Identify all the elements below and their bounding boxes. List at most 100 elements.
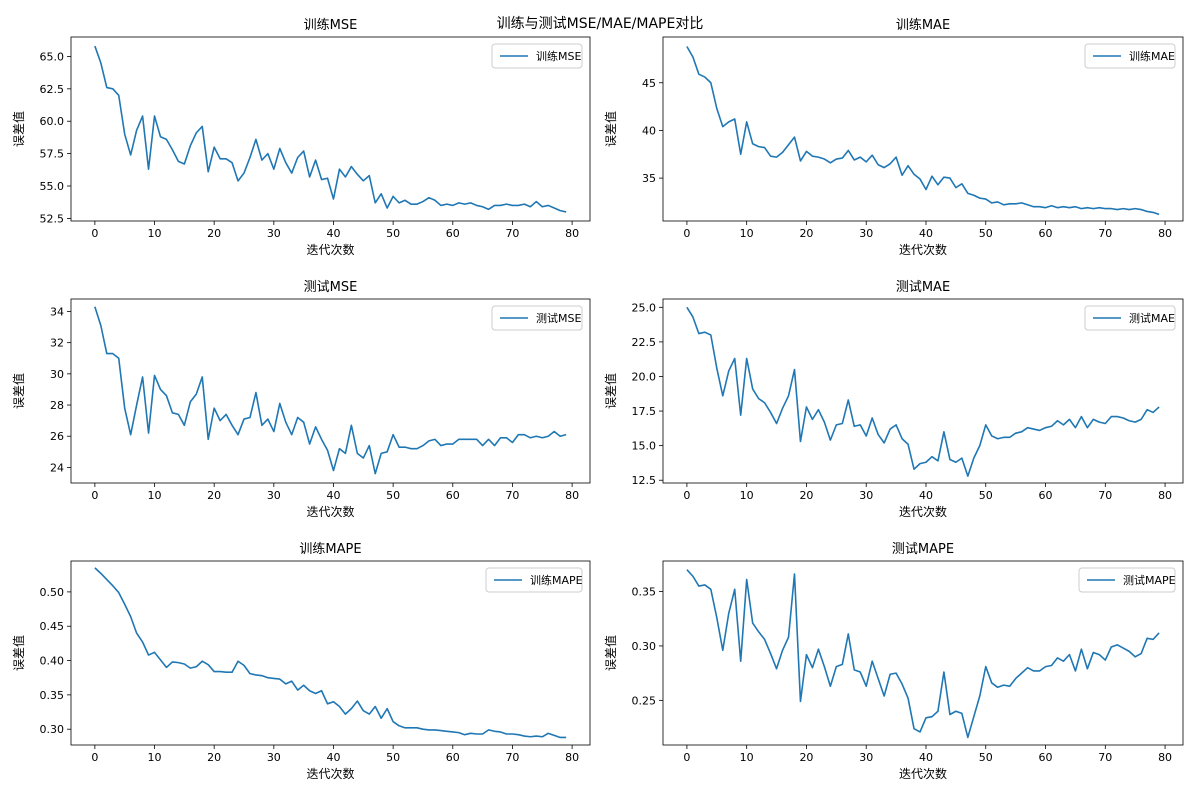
subplot-1: 训练MSE 0 10 20 30 40 50 60 70 80 52.5 55.0 57.5 60.0 62… [11,18,591,257]
x-tick-label: 20 [799,489,813,502]
y-tick-label: 55.0 [40,180,65,193]
x-tick-label: 60 [1039,227,1053,240]
x-tick-label: 50 [979,751,993,764]
x-tick-label: 40 [326,751,340,764]
x-tick-label: 50 [386,227,400,240]
legend-label: 训练MAE [1129,49,1175,63]
x-tick-label: 80 [1158,227,1172,240]
x-tick-label: 0 [683,489,690,502]
series-line [94,567,567,739]
y-tick-label: 0.35 [40,689,65,702]
series-line [686,569,1160,739]
subplot-title: 测试MAE [896,280,950,295]
x-tick-label: 0 [91,751,98,764]
x-axis-label: 迭代次数 [306,504,354,519]
y-axis-label: 误差值 [603,635,618,671]
subplot-2: 训练MAE 0 10 20 30 40 50 60 70 80 35 40 45 迭代次数 误差值 训练MAE [603,18,1184,257]
x-tick-label: 10 [740,227,754,240]
series-line [686,306,1160,477]
plot-frame [70,36,591,222]
x-tick-label: 40 [326,489,340,502]
x-tick-label: 10 [148,751,162,764]
x-tick-label: 50 [386,751,400,764]
x-tick-label: 80 [565,751,579,764]
x-tick-label: 40 [919,489,933,502]
subplot-5: 训练MAPE 0 10 20 30 40 50 60 70 80 0.30 0.35 0.40 0.45 0… [11,542,591,781]
x-tick-label: 80 [565,489,579,502]
subplot-title: 训练MAPE [299,542,361,557]
x-tick-label: 50 [386,489,400,502]
plot-frame [70,298,591,484]
x-tick-label: 10 [148,227,162,240]
legend-label: 测试MAPE [1123,574,1176,587]
x-axis-label: 迭代次数 [306,766,354,781]
x-tick-label: 80 [1158,489,1172,502]
y-tick-label: 25.0 [632,301,657,314]
y-tick-label: 62.5 [40,83,65,96]
y-tick-label: 26 [50,430,64,443]
legend-label: 训练MSE [536,49,581,63]
x-tick-label: 30 [859,227,873,240]
y-axis-label: 误差值 [603,373,618,409]
y-tick-label: 32 [50,337,64,350]
y-axis-label: 误差值 [11,111,26,147]
x-tick-label: 30 [859,489,873,502]
plot-frame [662,36,1184,222]
x-tick-label: 30 [267,227,281,240]
subplot-title: 训练MSE [304,18,358,33]
y-tick-label: 20.0 [632,370,657,383]
subplot-6: 测试MAPE 0 10 20 30 40 50 60 70 80 0.25 0.30 0.35 迭代次数 误… [603,542,1184,781]
subplot-3: 测试MSE 0 10 20 30 40 50 60 70 80 24 26 28 30 32 34 迭代次数 误差… [11,280,591,519]
x-tick-label: 30 [267,751,281,764]
legend-label: 测试MAE [1129,312,1175,325]
y-tick-label: 17.5 [632,405,657,418]
x-tick-label: 10 [740,489,754,502]
y-tick-label: 0.50 [40,586,65,599]
y-axis-label: 误差值 [11,373,26,409]
x-tick-label: 70 [1098,227,1112,240]
x-tick-label: 0 [91,489,98,502]
y-tick-label: 45 [642,77,656,90]
y-axis-label: 误差值 [603,111,618,147]
x-tick-label: 20 [207,227,221,240]
subplot-title: 测试MSE [304,280,358,295]
x-tick-label: 30 [267,489,281,502]
x-tick-label: 70 [505,489,519,502]
x-tick-label: 60 [446,489,460,502]
x-tick-label: 60 [446,751,460,764]
x-tick-label: 0 [91,227,98,240]
x-tick-label: 70 [505,227,519,240]
legend-label: 测试MSE [536,312,581,325]
y-tick-label: 22.5 [632,336,657,349]
x-tick-label: 40 [919,227,933,240]
x-tick-label: 60 [1039,751,1053,764]
x-tick-label: 80 [1158,751,1172,764]
subplot-title: 训练MAE [896,18,950,33]
x-tick-label: 20 [207,751,221,764]
figure-suptitle: 训练与测试MSE/MAE/MAPE对比 [497,16,704,32]
legend-box [491,305,583,331]
y-axis-label: 误差值 [11,635,26,671]
y-tick-label: 40 [642,124,656,137]
y-tick-label: 30 [50,368,64,381]
x-axis-label: 迭代次数 [899,766,947,781]
y-tick-label: 28 [50,399,64,412]
y-tick-label: 34 [50,305,64,318]
series-line [94,45,567,213]
x-tick-label: 80 [565,227,579,240]
x-tick-label: 60 [1039,489,1053,502]
x-tick-label: 0 [683,751,690,764]
y-tick-label: 65.0 [40,50,65,63]
legend-label: 训练MAPE [530,573,583,587]
y-tick-label: 0.30 [632,640,657,653]
y-tick-label: 60.0 [40,115,65,128]
x-axis-label: 迭代次数 [899,504,947,519]
x-tick-label: 20 [799,751,813,764]
y-tick-label: 12.5 [632,474,657,487]
y-tick-label: 57.5 [40,148,65,161]
x-tick-label: 20 [799,227,813,240]
legend-box [1078,567,1176,593]
y-tick-label: 24 [50,461,64,474]
y-tick-label: 0.25 [632,694,657,707]
y-tick-label: 0.35 [632,585,657,598]
